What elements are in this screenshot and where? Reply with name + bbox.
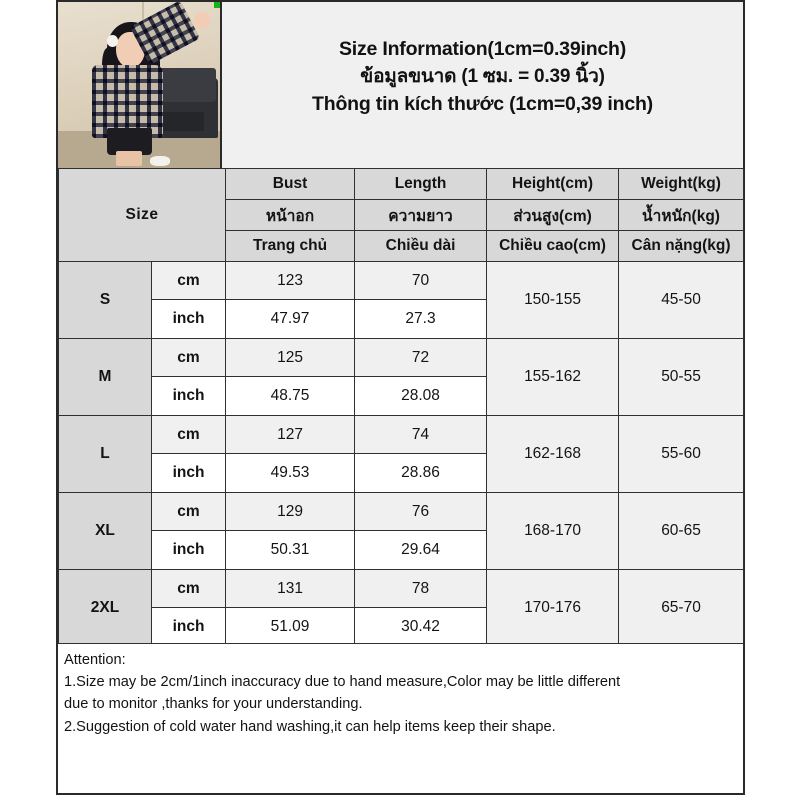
weight-range-s: 45-50: [618, 261, 745, 339]
photo-sofa-cushion: [155, 111, 204, 132]
header-weight-th: น้ำหนัก(kg): [618, 199, 745, 231]
bust-cm-2xl: 131: [225, 569, 356, 608]
height-range-2xl: 170-176: [486, 569, 620, 647]
bust-inch-m: 48.75: [225, 376, 356, 416]
bust-cm-m: 125: [225, 338, 356, 377]
weight-range-m: 50-55: [618, 338, 745, 416]
table-row: inch 51.09 30.42: [59, 607, 744, 647]
product-photo: [58, 2, 222, 168]
height-range-l: 162-168: [486, 415, 620, 493]
header-height-th: ส่วนสูง(cm): [486, 199, 620, 231]
header-height-vi: Chiều cao(cm): [486, 230, 620, 262]
length-cm-l: 74: [354, 415, 488, 454]
green-corner-marker: [214, 2, 220, 8]
title-line-thai: ข้อมูลขนาด (1 ซม. = 0.39 นิ้ว): [360, 65, 605, 87]
unit-cm-xl: cm: [150, 492, 227, 531]
unit-inch-l: inch: [150, 453, 227, 493]
header-band: Size Information(1cm=0.39inch) ข้อมูลขนา…: [58, 2, 743, 168]
attention-note-1-line-2: due to monitor ,thanks for your understa…: [64, 696, 363, 713]
header-weight-vi: Cân nặng(kg): [618, 230, 745, 262]
bust-inch-2xl: 51.09: [225, 607, 356, 647]
bust-inch-xl: 50.31: [225, 530, 356, 570]
unit-cm-2xl: cm: [150, 569, 227, 608]
length-inch-2xl: 30.42: [354, 607, 488, 647]
table-row: M cm 125 72 155-162 50-55: [58, 338, 745, 416]
header-length-th: ความยาว: [354, 199, 488, 231]
title-line-english: Size Information(1cm=0.39inch): [338, 38, 627, 60]
table-row: L cm 127 74 162-168 55-60: [58, 415, 745, 493]
size-label-l: L: [58, 415, 152, 493]
table-row: inch 50.31 29.64: [59, 530, 744, 570]
header-bust-en: Bust: [225, 168, 356, 200]
unit-inch-m: inch: [150, 376, 227, 416]
photo-model-shoe: [150, 156, 170, 167]
table-row: inch 49.53 28.86: [59, 453, 744, 493]
size-table: Size Bust Length Height(cm) Weight(kg) ห…: [57, 168, 745, 647]
table-header-row-thai: หน้าอก ความยาว ส่วนสูง(cm) น้ำหนัก(kg): [59, 199, 745, 231]
attention-note-1-line-1: 1.Size may be 2cm/1inch inaccuracy due t…: [64, 674, 621, 691]
weight-range-2xl: 65-70: [618, 569, 745, 647]
bust-cm-xl: 129: [225, 492, 356, 531]
height-range-m: 155-162: [486, 338, 620, 416]
table-row: XL cm 129 76 168-170 60-65: [58, 492, 745, 570]
header-length-en: Length: [354, 168, 488, 200]
photo-model-legs: [116, 151, 143, 167]
height-range-s: 150-155: [486, 261, 620, 339]
length-inch-l: 28.86: [354, 453, 488, 493]
unit-inch-xl: inch: [150, 530, 227, 570]
length-cm-2xl: 78: [354, 569, 488, 608]
length-inch-m: 28.08: [354, 376, 488, 416]
unit-inch-2xl: inch: [150, 607, 227, 647]
chart-frame: Size Information(1cm=0.39inch) ข้อมูลขนา…: [56, 0, 745, 795]
table-header-row-english: Size Bust Length Height(cm) Weight(kg): [57, 168, 745, 262]
header-bust-vi: Trang chủ: [225, 230, 356, 262]
height-range-xl: 168-170: [486, 492, 620, 570]
photo-black-skirt: [106, 128, 152, 155]
header-bust-th: หน้าอก: [225, 199, 356, 231]
bust-cm-l: 127: [225, 415, 356, 454]
photo-model-hand: [194, 11, 211, 29]
bust-inch-s: 47.97: [225, 299, 356, 339]
unit-cm-l: cm: [150, 415, 227, 454]
table-row: inch 48.75 28.08: [59, 376, 744, 416]
length-inch-xl: 29.64: [354, 530, 488, 570]
bust-inch-l: 49.53: [225, 453, 356, 493]
photo-hair-clip-left: [106, 35, 118, 47]
length-inch-s: 27.3: [354, 299, 488, 339]
photo-plaid-shirt: [92, 65, 164, 139]
attention-block: Attention: 1.Size may be 2cm/1inch inacc…: [58, 643, 743, 793]
size-label-2xl: 2XL: [58, 569, 152, 647]
attention-note-2: 2.Suggestion of cold water hand washing,…: [64, 718, 556, 735]
table-row: 2XL cm 131 78 170-176 65-70: [58, 569, 745, 647]
unit-cm-s: cm: [150, 261, 227, 300]
length-cm-xl: 76: [354, 492, 488, 531]
size-label-s: S: [58, 261, 152, 339]
attention-heading: Attention:: [64, 652, 126, 668]
size-label-xl: XL: [58, 492, 152, 570]
title-block: Size Information(1cm=0.39inch) ข้อมูลขนา…: [222, 2, 743, 168]
size-label-m: M: [58, 338, 152, 416]
header-height-en: Height(cm): [486, 168, 620, 200]
size-header-cell: Size: [57, 168, 227, 262]
table-row: S cm 123 70 150-155 45-50: [58, 261, 745, 339]
header-length-vi: Chiều dài: [354, 230, 488, 262]
weight-range-l: 55-60: [618, 415, 745, 493]
unit-inch-s: inch: [150, 299, 227, 339]
bust-cm-s: 123: [225, 261, 356, 300]
length-cm-m: 72: [354, 338, 488, 377]
weight-range-xl: 60-65: [618, 492, 745, 570]
unit-cm-m: cm: [150, 338, 227, 377]
table-row: inch 47.97 27.3: [59, 299, 744, 339]
header-weight-en: Weight(kg): [618, 168, 745, 200]
title-line-vietnamese: Thông tin kích thước (1cm=0,39 inch): [312, 92, 653, 115]
length-cm-s: 70: [354, 261, 488, 300]
